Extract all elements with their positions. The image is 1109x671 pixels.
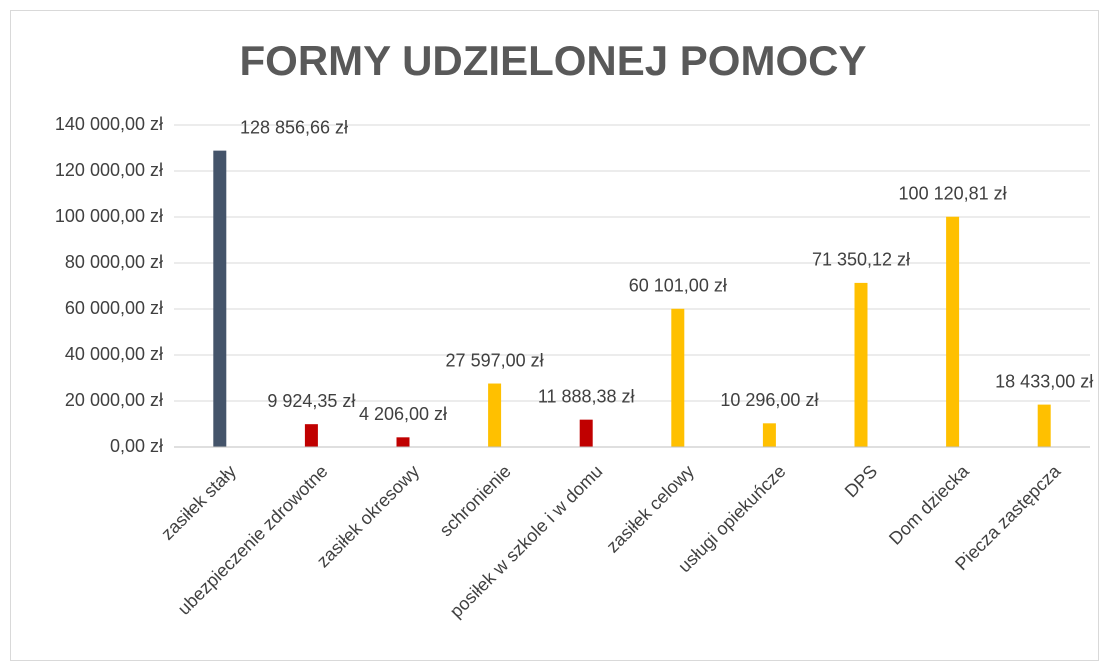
y-tick-label: 80 000,00 zł [65,252,163,272]
y-tick-label: 140 000,00 zł [55,114,163,134]
bar [396,437,410,447]
value-label: 27 597,00 zł [446,350,544,370]
value-label: 100 120,81 zł [899,183,1007,203]
chart-border [10,10,1099,661]
value-label: 18 433,00 zł [995,371,1093,391]
value-label: 10 296,00 zł [720,390,818,410]
y-tick-label: 40 000,00 zł [65,344,163,364]
bar [1037,404,1051,447]
value-label: 11 888,38 zł [538,386,635,406]
y-tick-label: 60 000,00 zł [65,298,163,318]
value-label: 128 856,66 zł [240,117,348,137]
bar [946,216,960,447]
bar [304,424,318,447]
y-tick-label: 120 000,00 zł [55,160,163,180]
value-label: 9 924,35 zł [267,391,355,411]
value-label: 60 101,00 zł [629,276,727,296]
bar [762,423,776,447]
bar [854,282,868,447]
chart-title: FORMY UDZIELONEJ POMOCY [240,37,867,84]
bar [671,308,685,447]
bar [213,150,227,447]
value-label: 4 206,00 zł [359,404,447,424]
bar [579,419,593,447]
y-tick-label: 0,00 zł [110,436,163,456]
value-label: 71 350,12 zł [812,250,910,270]
y-tick-label: 20 000,00 zł [65,390,163,410]
y-tick-label: 100 000,00 zł [55,206,163,226]
bar [488,383,502,447]
